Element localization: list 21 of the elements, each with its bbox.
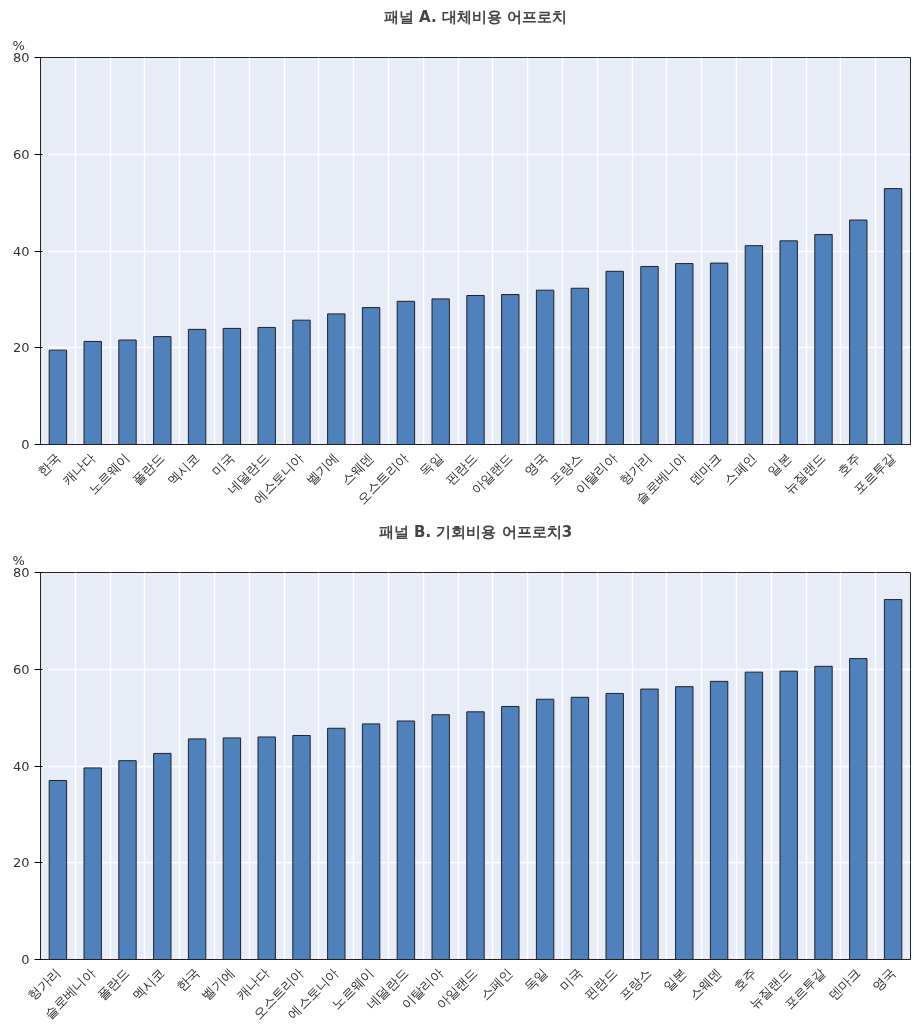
y-tick-label: 80 [12, 50, 30, 65]
y-tick-label: 40 [12, 758, 30, 774]
x-tick-label: 일본 [660, 965, 690, 995]
y-axis-title: % [12, 37, 25, 53]
y-tick-label: 0 [21, 437, 30, 452]
chart-title: 패널 B. 기회비용 어프로치3 [378, 522, 573, 541]
y-tick-label: 60 [12, 146, 30, 162]
y-axis-title: % [12, 552, 25, 568]
y-tick-label: 20 [12, 340, 30, 356]
y-tick-label: 0 [21, 952, 30, 967]
x-tick-label: 한국 [34, 450, 64, 480]
y-tick-label: 80 [12, 565, 30, 580]
x-tick-label: 미국 [556, 965, 586, 995]
x-tick-label: 영국 [521, 450, 551, 480]
y-tick-label: 20 [12, 855, 30, 871]
x-tick-label: 독일 [417, 450, 446, 480]
y-tick-label: 60 [12, 661, 30, 677]
x-tick-label: 독일 [521, 965, 551, 995]
y-tick-label: 40 [12, 243, 30, 259]
x-tick-label: 영국 [869, 965, 899, 995]
chart-title: 패널 A. 대체비용 어프로치 [383, 7, 568, 26]
